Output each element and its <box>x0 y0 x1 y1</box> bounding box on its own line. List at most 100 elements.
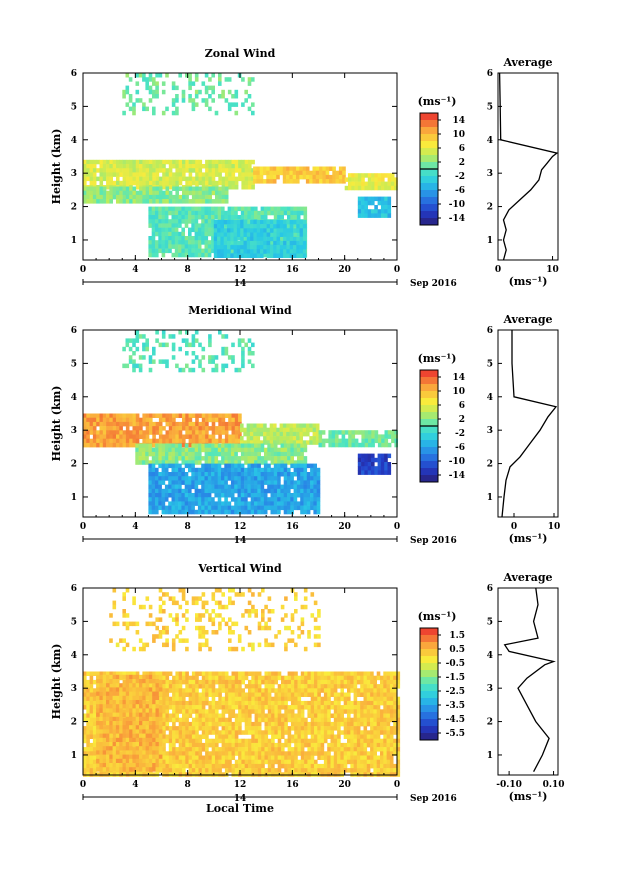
data-cell <box>162 426 166 431</box>
data-cell <box>215 738 219 744</box>
data-cell <box>267 717 272 723</box>
data-cell <box>184 443 189 448</box>
data-cell <box>223 232 228 237</box>
data-cell <box>188 467 192 473</box>
data-cell <box>175 768 179 773</box>
data-cell <box>191 759 196 765</box>
data-cell <box>165 73 169 78</box>
data-cell <box>139 180 143 186</box>
data-cell <box>277 696 282 702</box>
data-cell <box>284 726 288 731</box>
data-cell <box>151 484 156 490</box>
data-cell <box>138 460 143 465</box>
data-cell <box>241 185 245 190</box>
data-cell <box>155 430 160 435</box>
data-cell <box>227 501 232 506</box>
data-cell <box>178 768 183 773</box>
data-cell <box>381 181 385 187</box>
data-cell <box>151 463 156 469</box>
data-cell <box>305 170 310 176</box>
data-cell <box>247 77 252 82</box>
data-cell <box>231 684 236 689</box>
data-cell <box>201 730 206 735</box>
data-cell <box>96 763 100 769</box>
data-cell <box>194 94 199 99</box>
data-cell <box>211 751 216 756</box>
data-cell <box>148 236 152 241</box>
data-cell <box>247 447 252 453</box>
data-cell <box>289 224 294 229</box>
data-cell <box>92 159 97 165</box>
data-cell <box>248 709 252 714</box>
data-cell <box>259 166 264 171</box>
data-cell <box>99 168 104 173</box>
data-cell <box>234 501 238 506</box>
data-cell <box>331 434 336 439</box>
data-cell <box>328 434 332 439</box>
data-cell <box>162 713 166 718</box>
data-cell <box>230 472 235 477</box>
data-cell <box>161 334 166 339</box>
colorbar-segment <box>420 433 438 441</box>
data-cell <box>211 763 216 769</box>
data-cell <box>195 717 199 723</box>
data-cell <box>234 102 239 107</box>
data-cell <box>300 726 305 731</box>
data-cell <box>267 451 271 457</box>
data-cell <box>112 172 117 177</box>
data-cell <box>161 456 166 461</box>
data-cell <box>316 484 321 490</box>
data-cell <box>269 166 274 171</box>
data-cell <box>175 199 179 204</box>
data-cell <box>234 443 238 448</box>
data-cell <box>217 472 222 477</box>
data-cell <box>246 228 251 233</box>
data-cell <box>175 159 179 165</box>
data-cell <box>188 236 192 241</box>
data-cell <box>208 763 212 769</box>
data-cell <box>188 721 193 727</box>
data-cell <box>296 501 301 506</box>
data-cell <box>207 467 212 473</box>
data-cell <box>224 159 229 165</box>
data-cell <box>224 755 229 760</box>
data-cell <box>244 460 248 465</box>
data-cell <box>315 170 320 176</box>
data-cell <box>267 688 272 693</box>
data-cell <box>211 675 216 681</box>
data-cell <box>290 738 295 744</box>
data-cell <box>182 755 186 760</box>
data-cell <box>86 759 90 765</box>
data-cell <box>227 505 232 511</box>
data-cell <box>198 692 203 697</box>
data-cell <box>227 472 232 477</box>
data-cell <box>188 417 193 423</box>
data-cell <box>300 472 304 477</box>
data-cell <box>280 443 285 448</box>
data-cell <box>267 675 272 681</box>
data-cell <box>135 456 139 461</box>
data-cell <box>135 451 139 457</box>
data-cell <box>198 180 203 186</box>
data-cell <box>191 176 196 182</box>
data-cell <box>89 164 94 169</box>
data-cell <box>299 423 303 428</box>
data-cell <box>158 176 163 182</box>
data-cell <box>282 166 287 171</box>
data-cell <box>214 505 218 511</box>
data-cell <box>184 215 189 220</box>
data-cell <box>264 447 268 453</box>
data-cell <box>253 240 257 246</box>
data-cell <box>241 700 245 706</box>
data-cell <box>172 738 176 744</box>
data-cell <box>148 206 152 212</box>
data-cell <box>145 417 150 423</box>
data-cell <box>188 476 192 481</box>
data-cell <box>109 684 113 689</box>
data-cell <box>243 219 248 225</box>
data-cell <box>191 168 196 173</box>
data-cell <box>185 763 189 769</box>
data-cell <box>250 467 255 473</box>
data-cell <box>171 488 176 494</box>
data-cell <box>230 228 234 233</box>
